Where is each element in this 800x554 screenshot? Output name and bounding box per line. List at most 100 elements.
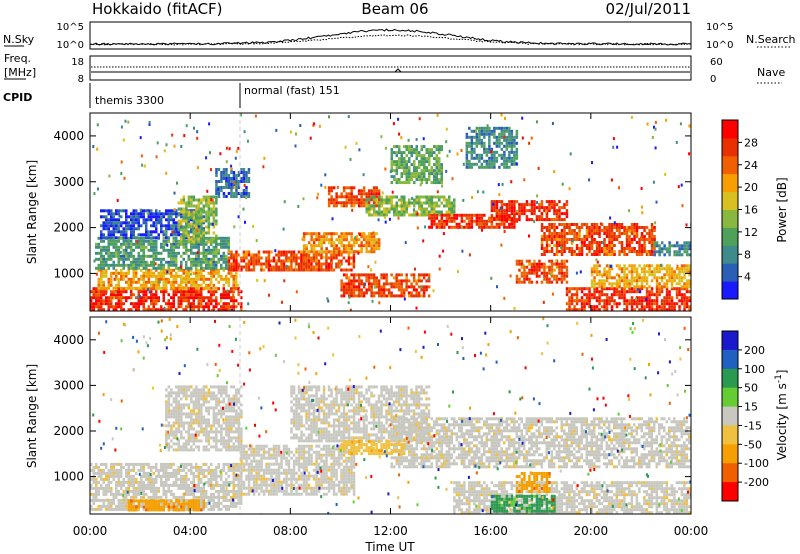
range-gate-cell [212, 257, 215, 261]
range-gate-cell [92, 308, 95, 311]
range-gate-cell [120, 299, 123, 303]
range-gate-cell [435, 204, 438, 208]
range-gate-cell [152, 266, 155, 270]
range-gate-cell [615, 279, 619, 283]
range-gate-cell [130, 242, 133, 246]
range-gate-cell [593, 267, 596, 271]
range-gate-cell [122, 504, 125, 508]
range-gate-cell [633, 276, 636, 280]
range-gate-cell [347, 282, 351, 286]
range-gate-cell [138, 294, 141, 298]
range-gate-cell [192, 213, 196, 217]
range-gate-cell [105, 251, 108, 255]
range-gate-cell [135, 296, 138, 300]
range-gate-cell [113, 277, 116, 281]
range-gate-cell [435, 216, 439, 220]
range-gate-cell [618, 302, 621, 306]
range-gate-cell [435, 154, 438, 158]
range-gate-cell [590, 229, 594, 232]
range-gate-cell [377, 294, 381, 298]
range-gate-cell [398, 178, 401, 182]
range-gate-cell [210, 198, 213, 202]
range-gate-cell [192, 231, 196, 235]
range-gate-cell [117, 254, 120, 258]
range-gate-cell [335, 192, 338, 196]
range-gate-cell [498, 126, 501, 130]
range-gate-cell [165, 143, 168, 147]
range-gate-cell [420, 145, 423, 149]
range-gate-cell [655, 285, 659, 289]
range-gate-cell [493, 200, 496, 204]
range-gate-cell [142, 480, 145, 484]
range-gate-cell [530, 265, 534, 269]
range-gate-cell [125, 245, 128, 249]
range-gate-cell [212, 274, 215, 278]
range-gate-cell [108, 174, 111, 178]
range-gate-cell [390, 148, 393, 152]
range-gate-cell [580, 305, 584, 309]
range-gate-cell [435, 172, 438, 176]
range-gate-cell [107, 477, 110, 481]
range-gate-cell [135, 486, 138, 490]
range-gate-cell [170, 296, 173, 300]
range-gate-cell [640, 308, 644, 311]
range-gate-cell [182, 251, 185, 255]
range-gate-cell [235, 174, 238, 177]
range-gate-cell [310, 250, 313, 254]
range-gate-cell [233, 186, 236, 189]
range-gate-cell [408, 160, 411, 164]
range-gate-cell [100, 477, 103, 481]
range-gate-cell [510, 212, 514, 216]
range-gate-cell [180, 215, 183, 219]
range-gate-cell [196, 251, 199, 255]
range-gate-cell [227, 308, 230, 311]
range-gate-cell [172, 242, 175, 246]
range-gate-cell [360, 204, 363, 208]
range-gate-cell [147, 483, 150, 487]
range-gate-cell [372, 186, 376, 190]
range-gate-cell [515, 262, 519, 266]
range-gate-cell [360, 294, 363, 298]
range-gate-cell [521, 136, 524, 140]
range-gate-cell [120, 483, 123, 487]
range-gate-cell [165, 230, 168, 234]
range-gate-cell [368, 198, 371, 202]
range-gate-cell [135, 302, 138, 306]
range-gate-cell [185, 271, 188, 275]
range-gate-cell [217, 180, 221, 183]
range-gate-cell [107, 236, 110, 240]
range-gate-cell [458, 213, 461, 217]
range-gate-cell [543, 274, 546, 278]
range-gate-cell [643, 273, 646, 277]
range-gate-cell [97, 293, 100, 297]
range-gate-cell [320, 265, 323, 269]
range-gate-cell [390, 282, 393, 286]
range-gate-cell [92, 495, 95, 499]
range-gate-cell [397, 273, 401, 277]
range-gate-cell [147, 474, 150, 478]
range-gate-cell [613, 293, 616, 297]
range-gate-cell [678, 244, 681, 248]
range-gate-cell [345, 285, 348, 289]
range-gate-cell [683, 270, 686, 274]
range-gate-cell [508, 209, 511, 213]
range-tick-label: 1000 [53, 266, 84, 280]
range-gate-cell [630, 296, 634, 300]
range-gate-cell [633, 247, 636, 250]
range-gate-cell [655, 287, 659, 291]
range-gate-cell [152, 274, 155, 278]
range-gate-cell [583, 241, 586, 244]
range-gate-cell [593, 285, 596, 289]
range-gate-cell [400, 154, 403, 158]
range-gate-cell [490, 162, 494, 166]
range-gate-cell [370, 232, 373, 236]
range-gate-cell [660, 285, 664, 289]
range-gate-cell [616, 145, 619, 149]
range-gate-cell [140, 474, 143, 478]
range-gate-cell [475, 126, 479, 130]
range-gate-cell [330, 241, 333, 245]
range-gate-cell [182, 293, 185, 297]
range-gate-cell [373, 198, 376, 202]
range-gate-cell [435, 225, 439, 229]
